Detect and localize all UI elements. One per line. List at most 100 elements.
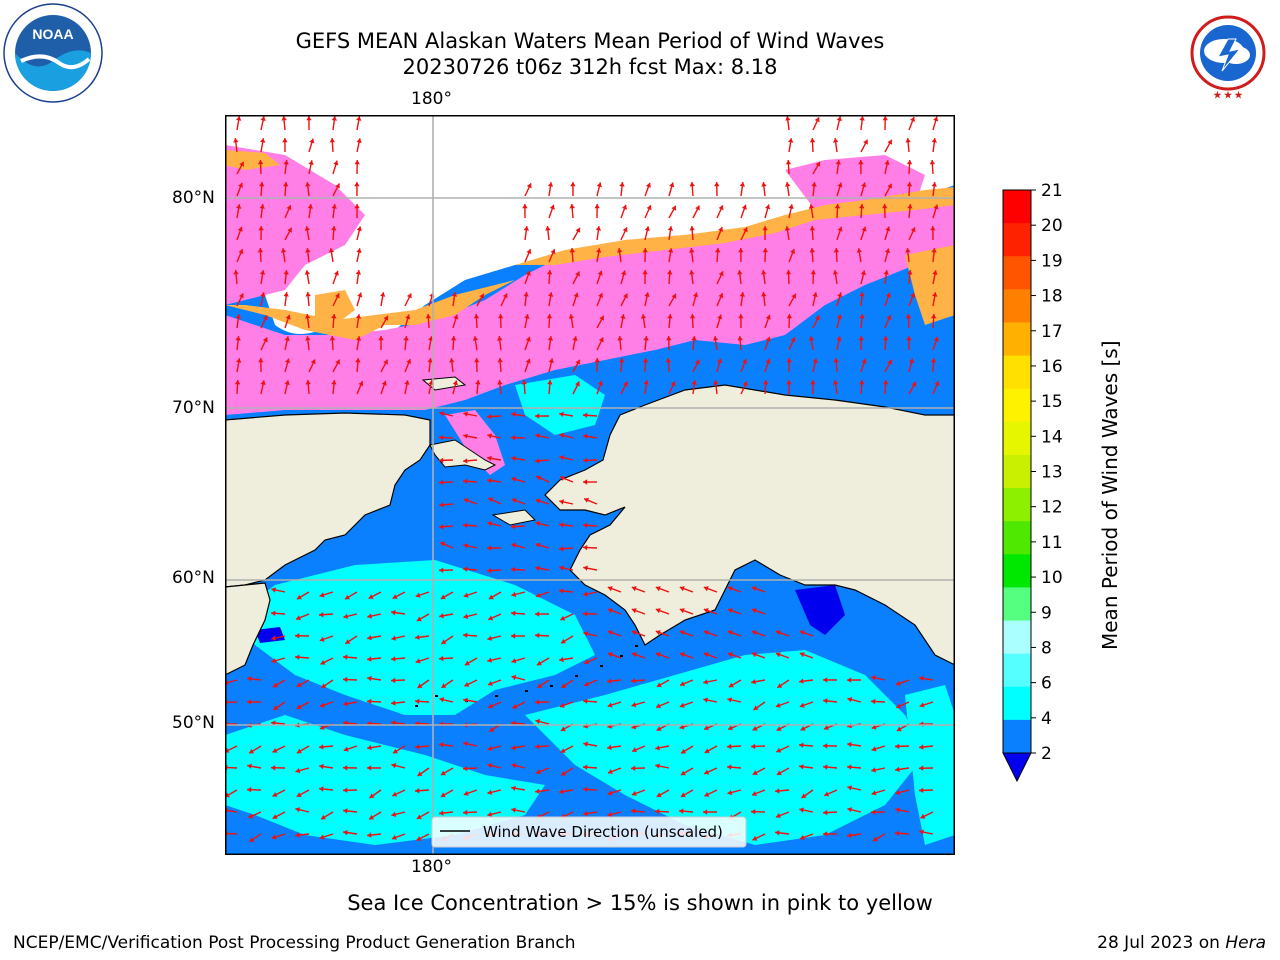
wave-direction-arrowhead xyxy=(835,160,841,165)
wave-direction-arrowhead xyxy=(737,336,743,341)
wave-direction-arrowhead xyxy=(295,807,301,813)
wave-direction-arrowhead xyxy=(367,675,372,682)
wave-direction-arrowhead xyxy=(487,433,492,439)
wave-direction-arrowhead xyxy=(489,727,495,732)
wave-direction-arrowhead xyxy=(572,336,578,341)
wave-direction-arrowhead xyxy=(812,292,818,297)
wave-direction-arrowhead xyxy=(573,292,579,298)
wave-direction-arrowhead xyxy=(777,683,783,688)
wave-direction-arrowhead xyxy=(258,226,264,231)
wave-direction-arrowhead xyxy=(727,652,733,658)
wave-direction-arrowhead xyxy=(343,787,348,793)
wave-direction-arrowhead xyxy=(392,791,398,797)
wave-direction-arrowhead xyxy=(260,116,266,121)
colorbar-tick-label: 8 xyxy=(1041,638,1052,658)
wave-direction-arrowhead xyxy=(668,248,674,253)
wave-direction-arrowhead xyxy=(713,380,719,385)
wave-direction-arrowhead xyxy=(522,204,528,209)
wave-direction-arrowhead xyxy=(283,182,289,187)
wave-direction-arrowhead xyxy=(860,270,866,276)
wave-direction-arrowhead xyxy=(236,204,242,209)
arctic-no-data xyxy=(225,115,955,345)
wave-direction-arrowhead xyxy=(823,677,828,683)
wave-direction-arrowhead xyxy=(235,314,241,319)
wave-direction-arrowhead xyxy=(381,380,387,386)
wave-direction-arrowhead xyxy=(631,608,637,614)
wave-direction-arrowhead xyxy=(319,724,325,730)
wave-direction-arrowhead xyxy=(905,138,911,143)
wave-direction-arrowhead xyxy=(238,182,243,188)
wave-direction-arrowhead xyxy=(752,726,758,731)
wave-direction-arrowhead xyxy=(799,630,805,636)
wave-direction-arrowhead xyxy=(440,770,446,776)
colorbar-tick-label: 13 xyxy=(1041,463,1063,483)
map-legend: Wind Wave Direction (unscaled) xyxy=(431,816,747,848)
wave-direction-arrowhead xyxy=(319,763,324,770)
wave-direction-arrowhead xyxy=(463,632,468,638)
wave-direction-arrowhead xyxy=(559,432,565,439)
wave-direction-arrowhead xyxy=(824,791,830,797)
wave-direction-arrowhead xyxy=(354,204,360,209)
wave-direction-arrowhead xyxy=(463,458,468,464)
wave-direction-arrowhead xyxy=(621,270,627,276)
sea-ice-note: Sea Ice Concentration > 15% is shown in … xyxy=(347,891,933,915)
wave-direction-arrowhead xyxy=(786,314,793,319)
wave-direction-arrowhead xyxy=(260,292,266,297)
wave-direction-arrowhead xyxy=(569,248,575,253)
wave-direction-arrowhead xyxy=(741,204,747,210)
wave-direction-arrowhead xyxy=(525,358,531,364)
wave-direction-arrowhead xyxy=(727,764,732,770)
wave-direction-arrowhead xyxy=(680,681,685,687)
nws-logo: ★ ★ ★ xyxy=(1179,4,1277,102)
wave-direction-arrowhead xyxy=(511,435,516,441)
wave-direction-arrowhead xyxy=(617,248,623,253)
wave-direction-arrowhead xyxy=(619,358,625,363)
wave-direction-arrowhead xyxy=(355,314,362,319)
colorbar-label: Mean Period of Wind Waves [s] xyxy=(1098,340,1122,650)
wave-direction-arrowhead xyxy=(535,458,540,464)
wave-direction-arrowhead xyxy=(296,704,302,709)
wave-direction-arrowhead xyxy=(355,358,361,363)
wave-direction-arrowhead xyxy=(343,654,348,660)
wave-direction-arrowhead xyxy=(785,160,792,165)
wave-direction-arrowhead xyxy=(715,248,721,253)
wave-direction-arrowhead xyxy=(583,741,588,747)
wave-direction-arrowhead xyxy=(283,160,289,165)
wave-direction-arrowhead xyxy=(932,292,938,297)
wave-direction-arrowhead xyxy=(775,652,781,658)
wave-direction-arrowhead xyxy=(427,358,433,363)
wave-direction-arrowhead xyxy=(319,702,325,708)
wave-direction-arrowhead xyxy=(487,789,493,795)
wave-direction-arrowhead xyxy=(463,411,468,417)
wave-direction-arrowhead xyxy=(548,358,554,364)
wave-direction-arrowhead xyxy=(642,248,648,253)
wave-direction-arrowhead xyxy=(575,271,580,277)
wave-direction-arrowhead xyxy=(631,678,636,684)
wave-direction-arrowhead xyxy=(751,586,757,592)
wave-direction-arrowhead xyxy=(474,358,480,363)
wave-direction-arrowhead xyxy=(463,522,468,528)
wave-direction-arrowhead xyxy=(703,630,709,636)
wave-direction-arrowhead xyxy=(799,678,804,684)
wave-direction-arrowhead xyxy=(535,611,540,617)
wave-direction-arrowhead xyxy=(930,226,936,231)
wave-direction-arrowhead xyxy=(521,380,527,385)
wave-direction-arrowhead xyxy=(752,835,758,841)
wave-direction-arrowhead xyxy=(378,336,384,341)
wave-direction-arrowhead xyxy=(799,807,804,813)
wave-direction-arrowhead xyxy=(391,700,396,706)
wave-direction-arrowhead xyxy=(487,657,492,663)
wave-direction-arrowhead xyxy=(511,633,516,639)
wave-direction-arrowhead xyxy=(548,292,554,297)
wave-direction-arrowhead xyxy=(320,660,326,665)
wave-direction-arrowhead xyxy=(415,744,420,750)
wave-direction-arrowhead xyxy=(487,763,493,769)
wave-direction-arrowhead xyxy=(832,270,839,275)
wave-direction-arrowhead xyxy=(718,271,724,277)
wave-direction-arrowhead xyxy=(511,523,516,530)
wave-direction-arrowhead xyxy=(655,763,660,769)
wave-direction-arrowhead xyxy=(885,292,891,298)
colorbar-tick-label: 6 xyxy=(1041,674,1052,694)
wave-direction-arrowhead xyxy=(704,725,709,731)
wave-direction-arrowhead xyxy=(929,160,935,165)
